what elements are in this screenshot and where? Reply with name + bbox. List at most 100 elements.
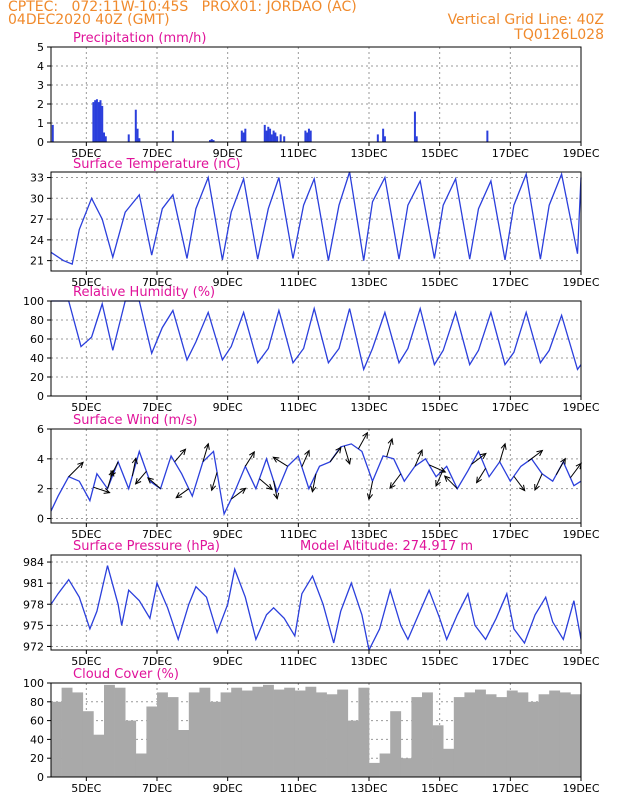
cloud-bar <box>496 697 508 777</box>
precip-bar <box>382 128 385 142</box>
precip-bar <box>240 130 243 142</box>
wind-arrow-head <box>273 492 280 500</box>
y-tick-label: 0 <box>37 513 44 526</box>
cloud-bar <box>178 730 190 777</box>
wind-arrow-shaft <box>555 458 566 475</box>
cloud-bar <box>379 753 391 777</box>
precip-bar <box>136 128 139 142</box>
x-tick-label: 13DEC <box>350 782 387 795</box>
cloud-bar <box>125 720 137 777</box>
cloud-bar <box>549 690 561 777</box>
wind-arrow-shaft <box>68 461 84 478</box>
wind-arrow-head <box>534 483 540 492</box>
wind-arrow-shaft <box>499 443 506 462</box>
y-tick-label: 60 <box>30 715 44 728</box>
wind-arrow-head <box>389 482 396 490</box>
wind-arrow-shaft <box>368 481 374 500</box>
wind-arrow-shaft <box>435 469 444 487</box>
x-tick-label: 7DEC <box>142 655 172 668</box>
x-tick-label: 7DEC <box>142 276 172 289</box>
precip-bar <box>276 136 279 142</box>
cloud-bar <box>114 687 126 777</box>
cloud-bar <box>93 734 105 777</box>
wind-arrow-shaft <box>471 453 487 465</box>
y-tick-label: 981 <box>23 577 44 590</box>
wind-arrow-shaft <box>202 443 209 462</box>
x-tick-label: 5DEC <box>71 147 101 160</box>
cloud-bar <box>231 687 243 777</box>
wind-arrow-head <box>310 485 317 493</box>
x-tick-label: 15DEC <box>421 782 458 795</box>
y-tick-label: 4 <box>37 453 44 466</box>
wind-arrow-head <box>249 450 255 458</box>
y-tick-label: 0 <box>37 136 44 149</box>
wind-arrow-shaft <box>476 468 487 483</box>
wind-arrow-head <box>417 449 423 457</box>
x-tick-label: 5DEC <box>71 528 101 541</box>
y-tick-label: 100 <box>23 677 44 690</box>
precip-bar <box>138 138 141 142</box>
x-tick-label: 11DEC <box>280 401 317 414</box>
x-tick-label: 13DEC <box>350 276 387 289</box>
cloud-bar <box>422 692 433 777</box>
cloud-bar <box>559 692 571 777</box>
cloud-bar <box>453 697 465 777</box>
cloud-bar <box>358 687 370 777</box>
x-tick-label: 9DEC <box>213 655 243 668</box>
cloud-bar <box>61 687 73 777</box>
rh-line <box>51 300 582 372</box>
x-tick-label: 19DEC <box>562 276 599 289</box>
precip-bar <box>307 128 310 142</box>
y-tick-label: 40 <box>30 352 44 365</box>
header-model-code: TQ0126L028 <box>514 27 604 43</box>
panel-title: Cloud Cover (%) <box>73 667 179 682</box>
cloud-bar <box>82 711 94 777</box>
wind-arrow-head <box>536 449 544 457</box>
header-grid-line: Vertical Grid Line: 40Z <box>447 12 604 28</box>
wind-arrow-head <box>134 477 142 485</box>
cloud-bar <box>167 697 179 777</box>
cloud-bar <box>538 694 550 777</box>
wind-arrow-shaft <box>131 458 137 477</box>
x-tick-label: 19DEC <box>562 528 599 541</box>
y-tick-label: 3 <box>37 79 44 92</box>
precip-bar <box>415 136 418 142</box>
wind-arrow-shaft <box>357 432 368 450</box>
precip-bar <box>210 139 213 142</box>
precip-bar <box>304 130 307 142</box>
precip-bar <box>103 132 105 142</box>
cloud-bar <box>326 694 338 777</box>
cloud-bar <box>475 689 486 777</box>
plot-frame <box>50 428 582 524</box>
x-tick-label: 7DEC <box>142 782 172 795</box>
y-tick-label: 80 <box>30 314 44 327</box>
wind-arrow-shaft <box>175 488 190 499</box>
y-tick-label: 0 <box>37 390 44 403</box>
y-tick-label: 24 <box>30 234 44 247</box>
cloud-bar <box>252 686 264 777</box>
wind-arrow-shaft <box>527 450 543 462</box>
panel-rh <box>47 300 582 400</box>
header-title: CPTEC: 072:11W-10:45S PROX01: JORDAO (AC… <box>8 0 357 15</box>
wind-arrow-head <box>475 476 482 484</box>
cloud-bar <box>284 687 296 777</box>
wind-arrow-shaft <box>311 473 317 492</box>
cloud-bar <box>411 697 423 777</box>
wind-arrow-shaft <box>534 473 543 491</box>
wind-arrow-shaft <box>414 449 423 467</box>
wind-arrow-head <box>500 442 507 450</box>
precip-bar <box>104 136 107 142</box>
wind-arrow-head <box>179 448 187 456</box>
precip-bar <box>209 140 211 142</box>
x-tick-label: 11DEC <box>280 782 317 795</box>
cloud-bar <box>485 694 497 777</box>
wind-arrow-head <box>239 487 247 494</box>
precip-bar <box>265 130 268 142</box>
wind-arrow-head <box>210 484 217 492</box>
x-tick-label: 15DEC <box>421 401 458 414</box>
wind-arrow-head <box>443 475 451 482</box>
cloud-bar <box>157 692 168 777</box>
x-tick-label: 9DEC <box>213 147 243 160</box>
wind-arrow-shaft <box>110 461 119 477</box>
temp-line <box>50 171 582 265</box>
